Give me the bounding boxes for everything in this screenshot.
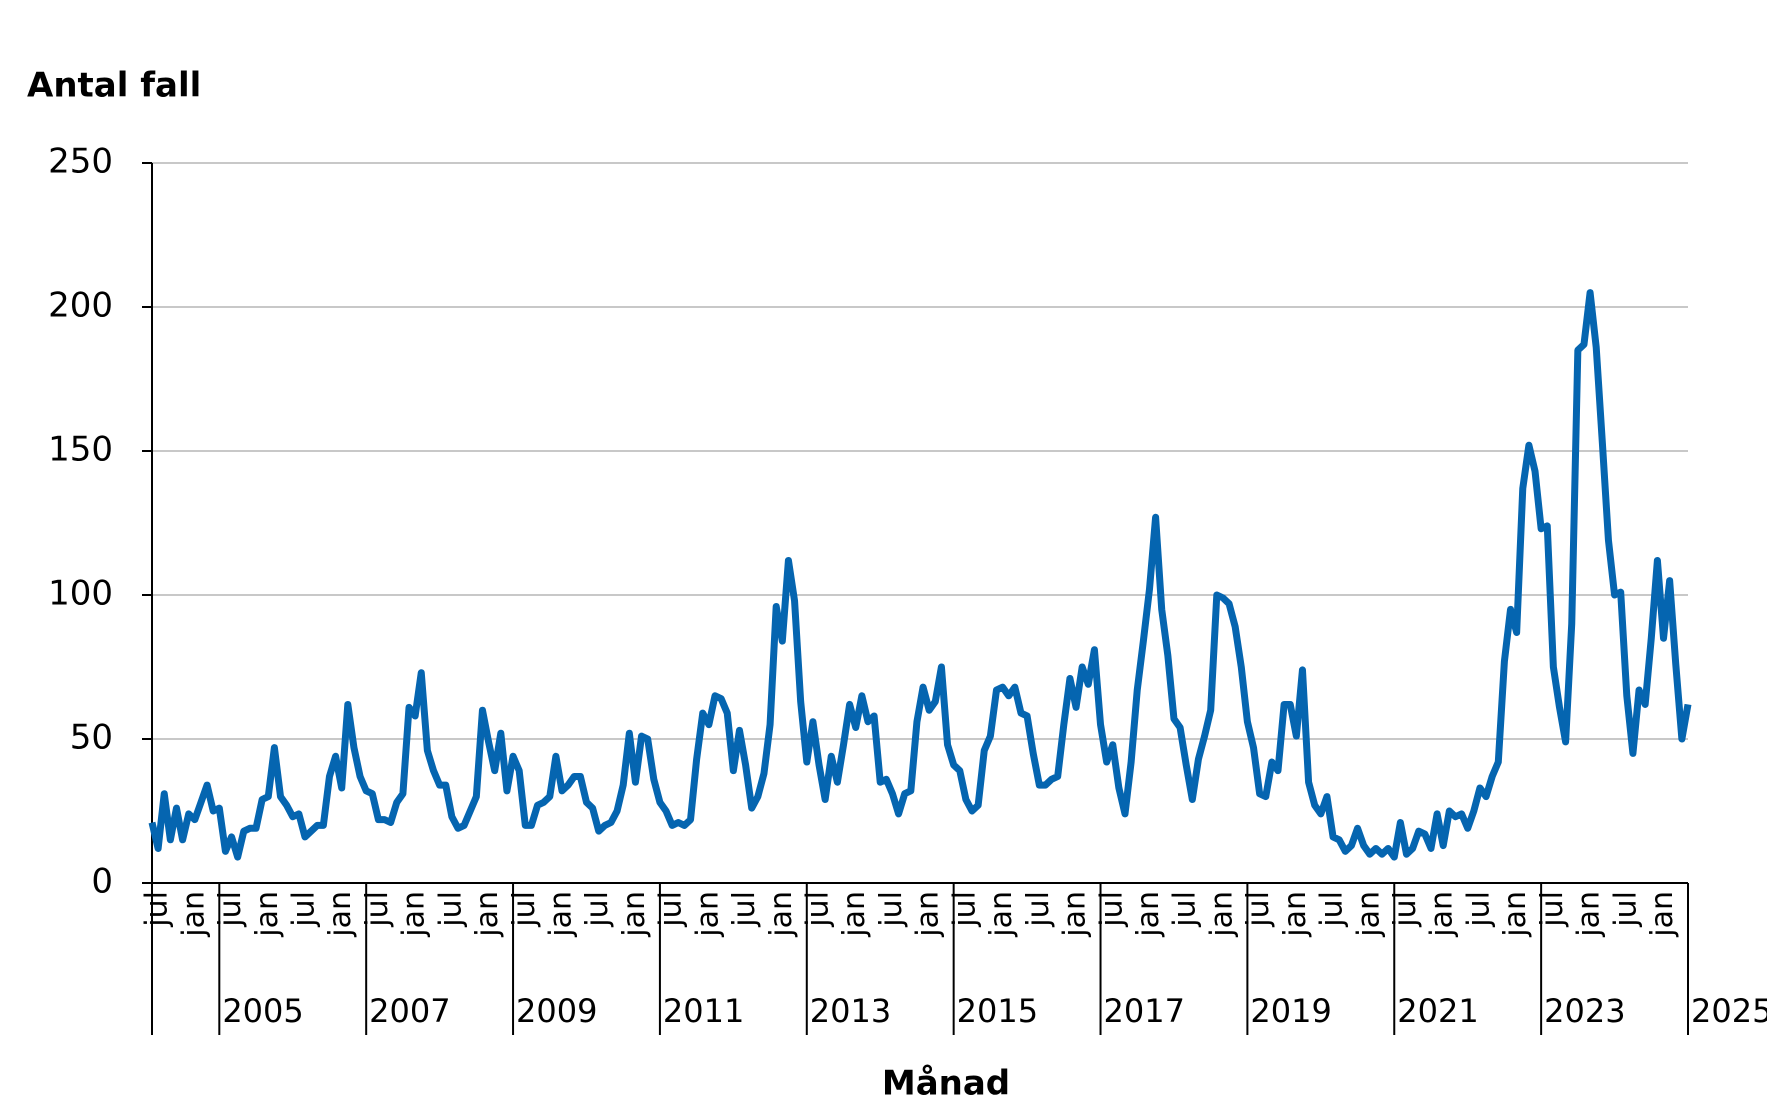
x-tick-label: jul bbox=[654, 891, 689, 928]
x-tick-label: jan bbox=[250, 891, 285, 938]
x-tick-label: jul bbox=[580, 891, 615, 928]
x-tick-label: jul bbox=[507, 891, 542, 928]
x-group-label: 2023 bbox=[1544, 992, 1625, 1030]
x-tick-label: jul bbox=[1388, 891, 1423, 928]
x-tick-label: jan bbox=[323, 891, 358, 938]
x-group-label: 2013 bbox=[810, 992, 891, 1030]
x-tick-label: jul bbox=[1315, 891, 1350, 928]
x-group-label: 2025 bbox=[1691, 992, 1767, 1030]
x-tick-label: jul bbox=[213, 891, 248, 928]
x-tick-label: jan bbox=[837, 891, 872, 938]
x-tick-label: jan bbox=[1498, 891, 1533, 938]
x-tick-label: jul bbox=[286, 891, 321, 928]
x-tick-label: jan bbox=[1204, 891, 1239, 938]
x-tick-label: jan bbox=[764, 891, 799, 938]
x-tick-label: jan bbox=[176, 891, 211, 938]
y-axis-title: Antal fall bbox=[27, 66, 201, 106]
x-tick-label: jan bbox=[1351, 891, 1386, 938]
x-tick-label: jul bbox=[1608, 891, 1643, 928]
x-group-label: 2019 bbox=[1250, 992, 1331, 1030]
x-tick-label: jul bbox=[1021, 891, 1056, 928]
x-axis-title: Månad bbox=[882, 1064, 1010, 1104]
x-tick-label: jan bbox=[544, 891, 579, 938]
x-tick-label: jul bbox=[1094, 891, 1129, 928]
x-group-label: 2015 bbox=[957, 992, 1038, 1030]
x-tick-label: jan bbox=[397, 891, 432, 938]
x-tick-label: jan bbox=[984, 891, 1019, 938]
x-tick-label: jul bbox=[1168, 891, 1203, 928]
x-tick-label: jul bbox=[874, 891, 909, 928]
x-group-label: 2021 bbox=[1397, 992, 1478, 1030]
x-tick-label: jul bbox=[360, 891, 395, 928]
x-tick-label: jul bbox=[140, 891, 175, 928]
x-group-label: 2009 bbox=[516, 992, 597, 1030]
x-group-label: 2007 bbox=[369, 992, 450, 1030]
x-tick-label: jan bbox=[1131, 891, 1166, 938]
x-tick-label: jan bbox=[911, 891, 946, 938]
x-tick-label: jan bbox=[1058, 891, 1093, 938]
x-tick-label: jan bbox=[470, 891, 505, 938]
x-tick-label: jul bbox=[947, 891, 982, 928]
y-tick-label: 200 bbox=[48, 286, 113, 326]
x-group-label: 2011 bbox=[663, 992, 744, 1030]
x-tick-label: jan bbox=[690, 891, 725, 938]
x-tick-label: jul bbox=[1241, 891, 1276, 928]
x-group-label: 2017 bbox=[1104, 992, 1185, 1030]
y-tick-label: 250 bbox=[48, 142, 113, 182]
x-tick-label: jul bbox=[727, 891, 762, 928]
x-tick-label: jul bbox=[1535, 891, 1570, 928]
x-tick-label: jul bbox=[1461, 891, 1496, 928]
data-line bbox=[148, 289, 1692, 861]
x-tick-label: jul bbox=[433, 891, 468, 928]
y-tick-label: 100 bbox=[48, 574, 113, 614]
y-tick-label: 50 bbox=[70, 718, 113, 758]
x-tick-label: jan bbox=[617, 891, 652, 938]
x-tick-label: jan bbox=[1278, 891, 1313, 938]
x-tick-label: jan bbox=[1572, 891, 1607, 938]
x-group-label: 2005 bbox=[222, 992, 303, 1030]
x-tick-label: jan bbox=[1645, 891, 1680, 938]
x-tick-label: jan bbox=[1425, 891, 1460, 938]
y-tick-label: 150 bbox=[48, 430, 113, 470]
x-tick-label: jul bbox=[801, 891, 836, 928]
y-tick-label: 0 bbox=[91, 862, 113, 902]
